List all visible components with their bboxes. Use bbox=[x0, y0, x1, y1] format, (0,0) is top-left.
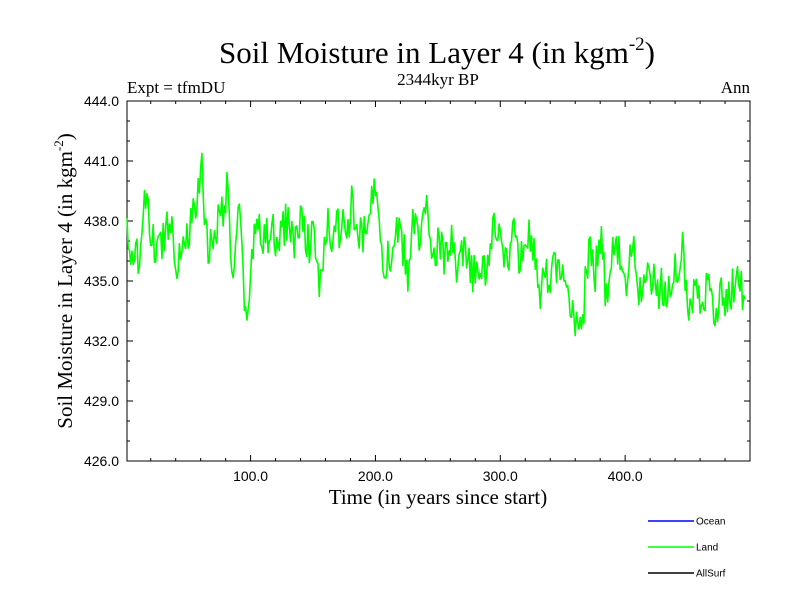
series-layer bbox=[126, 152, 746, 337]
x-tick-label: 200.0 bbox=[358, 468, 393, 484]
series-line-land bbox=[126, 152, 746, 337]
y-axis-label: Soil Moisture in Layer 4 (in kgm-2) bbox=[51, 133, 77, 428]
legend: Ocean Land AllSurf bbox=[648, 517, 726, 580]
x-tick-label: 400.0 bbox=[608, 468, 643, 484]
chart-title: Soil Moisture in Layer 4 (in kgm-2) bbox=[219, 34, 655, 70]
x-axis-label: Time (in years since start) bbox=[329, 485, 548, 509]
x-tick-label: 100.0 bbox=[233, 468, 268, 484]
subtitle-right: Ann bbox=[721, 78, 751, 97]
y-tick-label: 426.0 bbox=[84, 453, 119, 469]
legend-label-allsurf: AllSurf bbox=[696, 569, 726, 580]
legend-label-ocean: Ocean bbox=[696, 517, 725, 528]
y-tick-label: 438.0 bbox=[84, 213, 119, 229]
y-tick-label: 429.0 bbox=[84, 393, 119, 409]
subtitle-left: Expt = tfmDU bbox=[127, 78, 225, 97]
y-tick-label: 444.0 bbox=[84, 93, 119, 109]
y-axis: 426.0 429.0 432.0 435.0 438.0 441.0 444.0 bbox=[84, 93, 750, 469]
y-tick-label: 441.0 bbox=[84, 153, 119, 169]
y-tick-label: 435.0 bbox=[84, 273, 119, 289]
plot-area bbox=[126, 100, 751, 462]
subtitle-center: 2344kyr BP bbox=[397, 70, 479, 89]
x-tick-label: 300.0 bbox=[483, 468, 518, 484]
y-tick-label: 432.0 bbox=[84, 333, 119, 349]
x-axis: 100.0 200.0 300.0 400.0 bbox=[150, 101, 726, 484]
legend-label-land: Land bbox=[696, 543, 718, 554]
